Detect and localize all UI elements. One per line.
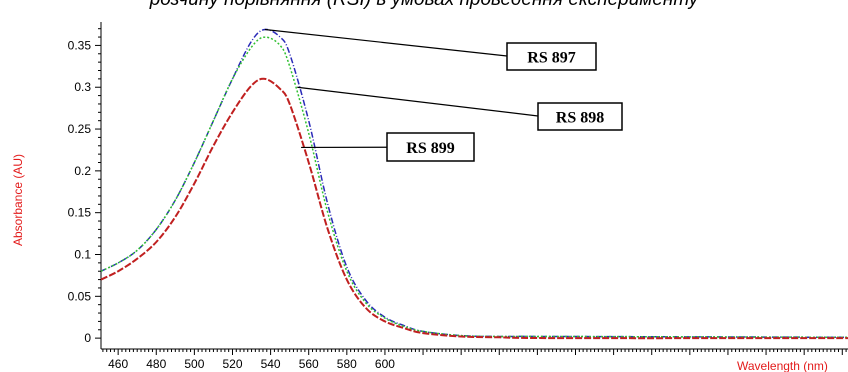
y-tick-label: 0.35 bbox=[68, 38, 92, 52]
callout-label: RS 899 bbox=[406, 140, 454, 157]
y-tick-label: 0.05 bbox=[68, 289, 92, 303]
series-lines bbox=[100, 28, 848, 340]
x-tick-label: 560 bbox=[299, 357, 319, 371]
callout-box bbox=[537, 102, 623, 131]
x-tick-label: 460 bbox=[108, 357, 128, 371]
callout-box bbox=[506, 42, 597, 71]
figure-caption: розчину порівняння (RSI) в умовах провед… bbox=[0, 0, 848, 11]
y-axis-title: Absorbance (AU) bbox=[11, 154, 25, 246]
series-line-3 bbox=[100, 77, 848, 340]
callout-label: RS 897 bbox=[527, 50, 575, 67]
y-tick-label: 0.1 bbox=[74, 247, 91, 261]
series-line-2 bbox=[100, 36, 848, 339]
plot-frame bbox=[100, 22, 848, 350]
x-tick-label: 480 bbox=[146, 357, 166, 371]
series-line-1 bbox=[100, 28, 848, 339]
callout-label: RS 898 bbox=[556, 110, 604, 127]
axis-ticks: 0 0.05 0.1 0.15 0.2 0.25 0.3 0.35 460 480 500 520 54… bbox=[68, 28, 847, 371]
callout-box bbox=[386, 132, 475, 162]
y-tick-label: 0.2 bbox=[74, 164, 91, 178]
x-axis-title: Wavelength (nm) bbox=[737, 359, 828, 372]
x-tick-label: 600 bbox=[375, 357, 395, 371]
callout-1: RS 897 bbox=[264, 28, 597, 71]
callout-2: RS 898 bbox=[297, 86, 623, 131]
callout-3: RS 899 bbox=[301, 132, 475, 162]
curve-callouts: RS 897 RS 898 RS 899 bbox=[264, 28, 623, 162]
callout-leader bbox=[297, 86, 539, 117]
y-tick-label: 0.3 bbox=[74, 80, 91, 94]
callout-leader bbox=[264, 28, 508, 57]
y-tick-label: 0.15 bbox=[68, 206, 92, 220]
y-tick-label: 0.25 bbox=[68, 122, 92, 136]
y-tick-label: 0 bbox=[84, 331, 91, 345]
x-tick-label: 520 bbox=[222, 357, 242, 371]
x-tick-label: 500 bbox=[184, 357, 204, 371]
x-tick-label: 540 bbox=[261, 357, 281, 371]
x-tick-label: 580 bbox=[337, 357, 357, 371]
